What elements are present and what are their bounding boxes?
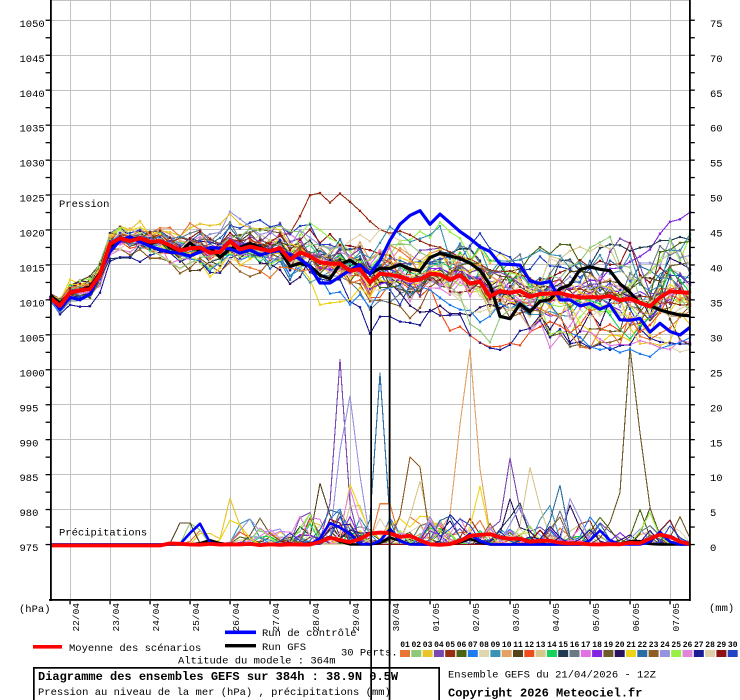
svg-text:04/05: 04/05 bbox=[551, 603, 562, 632]
svg-text:01: 01 bbox=[400, 641, 410, 650]
svg-text:02: 02 bbox=[411, 641, 421, 650]
svg-text:1020: 1020 bbox=[20, 229, 45, 241]
svg-text:27/04: 27/04 bbox=[271, 603, 282, 632]
svg-text:03: 03 bbox=[423, 641, 433, 650]
svg-text:24: 24 bbox=[660, 641, 670, 650]
svg-text:07: 07 bbox=[468, 641, 478, 650]
svg-text:26/04: 26/04 bbox=[231, 603, 242, 632]
svg-text:0: 0 bbox=[710, 543, 716, 555]
svg-text:Copyright 2026 Meteociel.fr: Copyright 2026 Meteociel.fr bbox=[448, 687, 642, 700]
svg-text:02/05: 02/05 bbox=[471, 603, 482, 632]
svg-text:35: 35 bbox=[710, 298, 723, 310]
svg-text:1010: 1010 bbox=[20, 298, 45, 310]
svg-text:22/04: 22/04 bbox=[71, 603, 82, 632]
svg-text:23/04: 23/04 bbox=[111, 603, 122, 632]
svg-text:13: 13 bbox=[536, 641, 546, 650]
svg-text:Run GFS: Run GFS bbox=[262, 642, 306, 654]
svg-text:28: 28 bbox=[705, 641, 715, 650]
svg-text:06/05: 06/05 bbox=[631, 603, 642, 632]
svg-text:1035: 1035 bbox=[20, 124, 45, 136]
svg-text:03/05: 03/05 bbox=[511, 603, 522, 632]
svg-text:11: 11 bbox=[513, 641, 523, 650]
svg-text:1050: 1050 bbox=[20, 19, 45, 31]
svg-text:25/04: 25/04 bbox=[191, 603, 202, 632]
svg-text:29/04: 29/04 bbox=[351, 603, 362, 632]
svg-text:30 Perts.: 30 Perts. bbox=[341, 648, 398, 660]
svg-text:08: 08 bbox=[479, 641, 489, 650]
svg-text:Précipitations: Précipitations bbox=[59, 528, 147, 540]
svg-text:995: 995 bbox=[20, 403, 39, 415]
svg-text:19: 19 bbox=[604, 641, 614, 650]
svg-text:55: 55 bbox=[710, 159, 723, 171]
svg-text:70: 70 bbox=[710, 54, 723, 66]
svg-text:1015: 1015 bbox=[20, 264, 45, 276]
svg-text:980: 980 bbox=[20, 508, 39, 520]
svg-text:06: 06 bbox=[457, 641, 467, 650]
svg-text:25: 25 bbox=[671, 641, 681, 650]
svg-text:1045: 1045 bbox=[20, 54, 45, 66]
svg-text:23: 23 bbox=[649, 641, 659, 650]
svg-text:20: 20 bbox=[615, 641, 625, 650]
svg-text:25: 25 bbox=[710, 368, 723, 380]
svg-text:12: 12 bbox=[524, 641, 534, 650]
svg-text:22: 22 bbox=[637, 641, 647, 650]
svg-text:Altitude du modele : 364m: Altitude du modele : 364m bbox=[178, 656, 336, 668]
svg-text:01/05: 01/05 bbox=[431, 603, 442, 632]
svg-text:75: 75 bbox=[710, 19, 723, 31]
svg-text:29: 29 bbox=[717, 641, 727, 650]
svg-text:Moyenne des scénarios: Moyenne des scénarios bbox=[69, 643, 201, 655]
svg-text:(hPa): (hPa) bbox=[19, 604, 51, 616]
svg-text:Ensemble GEFS du 21/04/2026 -: Ensemble GEFS du 21/04/2026 - 12Z bbox=[448, 670, 656, 682]
svg-text:17: 17 bbox=[581, 641, 591, 650]
svg-text:27: 27 bbox=[694, 641, 704, 650]
svg-text:40: 40 bbox=[710, 264, 723, 276]
svg-text:Pression au niveau de la mer (: Pression au niveau de la mer (hPa) , pré… bbox=[38, 687, 391, 699]
svg-text:18: 18 bbox=[592, 641, 602, 650]
svg-text:1030: 1030 bbox=[20, 159, 45, 171]
svg-text:Diagramme des ensembles GEFS s: Diagramme des ensembles GEFS sur 384h : … bbox=[38, 670, 399, 684]
svg-text:1000: 1000 bbox=[20, 368, 45, 380]
svg-text:20: 20 bbox=[710, 403, 723, 415]
svg-text:45: 45 bbox=[710, 229, 723, 241]
svg-text:28/04: 28/04 bbox=[311, 603, 322, 632]
svg-text:975: 975 bbox=[20, 543, 39, 555]
svg-text:09: 09 bbox=[491, 641, 501, 650]
svg-text:05: 05 bbox=[445, 641, 455, 650]
svg-text:65: 65 bbox=[710, 89, 723, 101]
svg-text:10: 10 bbox=[502, 641, 512, 650]
svg-text:1040: 1040 bbox=[20, 89, 45, 101]
svg-text:30: 30 bbox=[728, 641, 738, 650]
svg-text:1025: 1025 bbox=[20, 194, 45, 206]
svg-text:60: 60 bbox=[710, 124, 723, 136]
svg-text:26: 26 bbox=[683, 641, 693, 650]
svg-text:14: 14 bbox=[547, 641, 557, 650]
svg-text:10: 10 bbox=[710, 473, 723, 485]
svg-text:5: 5 bbox=[710, 508, 716, 520]
svg-text:24/04: 24/04 bbox=[151, 603, 162, 632]
svg-text:21: 21 bbox=[626, 641, 636, 650]
svg-text:Run de contrôle: Run de contrôle bbox=[262, 628, 357, 640]
svg-text:30: 30 bbox=[710, 333, 723, 345]
svg-text:04: 04 bbox=[434, 641, 444, 650]
svg-text:15: 15 bbox=[710, 438, 723, 450]
svg-text:50: 50 bbox=[710, 194, 723, 206]
svg-text:990: 990 bbox=[20, 438, 39, 450]
svg-text:985: 985 bbox=[20, 473, 39, 485]
svg-text:05/05: 05/05 bbox=[591, 603, 602, 632]
svg-text:Pression: Pression bbox=[59, 199, 109, 211]
svg-text:15: 15 bbox=[558, 641, 568, 650]
svg-text:30/04: 30/04 bbox=[391, 603, 402, 632]
svg-text:1005: 1005 bbox=[20, 333, 45, 345]
svg-text:(mm): (mm) bbox=[709, 603, 734, 615]
svg-text:07/05: 07/05 bbox=[671, 603, 682, 632]
svg-text:16: 16 bbox=[570, 641, 580, 650]
